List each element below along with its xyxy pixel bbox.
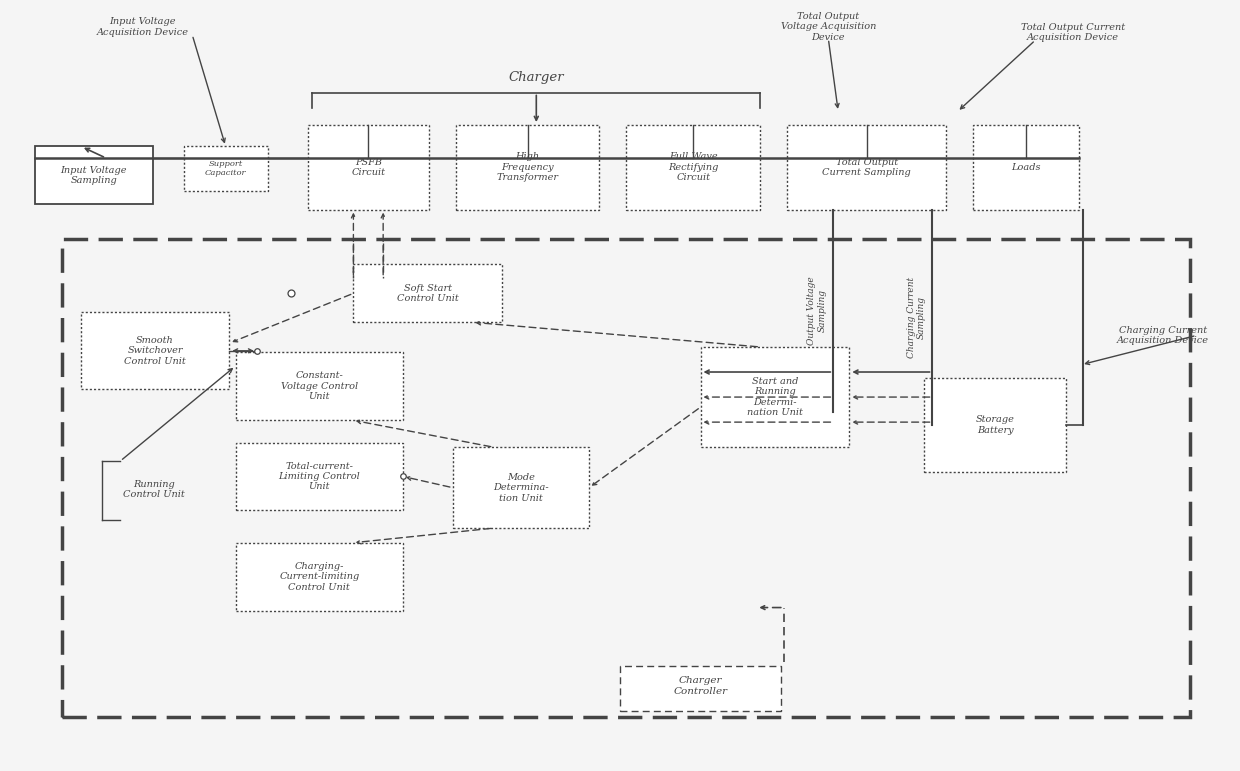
Bar [308,125,429,210]
Text: Charging Current
Acquisition Device: Charging Current Acquisition Device [1117,325,1209,345]
Bar [453,447,589,528]
Bar [973,125,1079,210]
Text: Total Output
Current Sampling: Total Output Current Sampling [822,157,911,177]
Bar [62,239,1190,717]
Text: Smooth
Switchover
Control Unit: Smooth Switchover Control Unit [124,336,186,365]
Text: Storage
Battery: Storage Battery [976,415,1014,435]
Bar [701,347,849,447]
Text: Input Voltage
Sampling: Input Voltage Sampling [61,166,126,185]
Text: Running
Control Unit: Running Control Unit [123,480,185,500]
Text: Mode
Determina-
tion Unit: Mode Determina- tion Unit [494,473,548,503]
Text: Total Output Current
Acquisition Device: Total Output Current Acquisition Device [1021,22,1125,42]
Bar [236,543,403,611]
Bar [787,125,946,210]
Text: Support
Capacitor: Support Capacitor [205,160,247,177]
Text: PSFB
Circuit: PSFB Circuit [351,157,386,177]
Text: Full Wave
Rectifying
Circuit: Full Wave Rectifying Circuit [668,153,718,182]
Text: Output Voltage
Sampling: Output Voltage Sampling [807,277,827,345]
Bar [184,146,268,191]
Text: Start and
Running
Determi-
nation Unit: Start and Running Determi- nation Unit [746,377,804,417]
Text: Charger
Controller: Charger Controller [673,676,728,696]
Text: Loads: Loads [1012,163,1040,172]
Bar [353,264,502,322]
Text: Charging Current
Sampling: Charging Current Sampling [906,277,926,358]
Bar [620,666,781,711]
Text: Total Output
Voltage Acquisition
Device: Total Output Voltage Acquisition Device [781,12,875,42]
Text: Input Voltage
Acquisition Device: Input Voltage Acquisition Device [97,17,188,37]
Text: Soft Start
Control Unit: Soft Start Control Unit [397,284,459,303]
Text: High
Frequency
Transformer: High Frequency Transformer [496,153,558,182]
Text: Total-current-
Limiting Control
Unit: Total-current- Limiting Control Unit [279,462,360,491]
Bar [924,378,1066,472]
Bar [81,312,229,389]
Bar [35,146,153,204]
Bar [626,125,760,210]
Text: Constant-
Voltage Control
Unit: Constant- Voltage Control Unit [280,372,358,401]
Text: Charger: Charger [508,71,564,83]
Text: Charging-
Current-limiting
Control Unit: Charging- Current-limiting Control Unit [279,562,360,591]
Bar [236,443,403,510]
Bar [456,125,599,210]
Bar [236,352,403,420]
